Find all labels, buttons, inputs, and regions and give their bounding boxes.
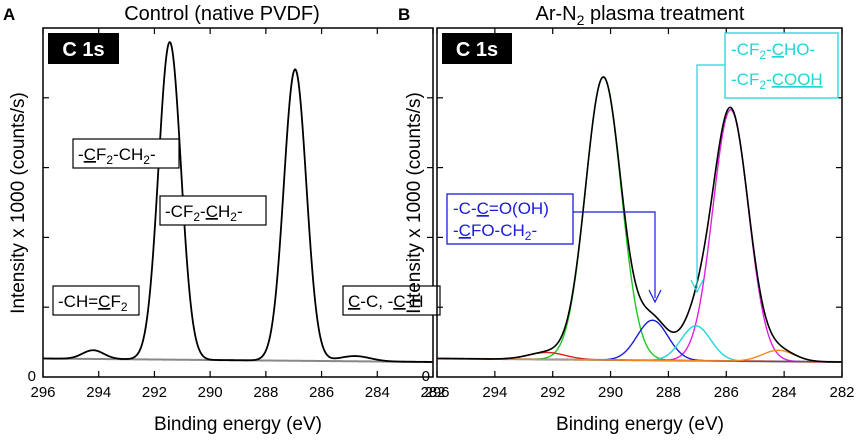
panel-a-x-tick-label: 284 [365, 384, 390, 401]
panel-a-annotation-c-c: C-C, -C-H [342, 285, 441, 316]
panel-b-curves [436, 76, 843, 363]
svg-text:-CF2-COOH: -CF2-COOH [731, 70, 823, 92]
panel-a-annotation-ch-cf2: -CH=CF2 [52, 285, 140, 316]
panel-b-x-tick-label: 290 [598, 384, 623, 401]
panel-a-plot-frame [42, 27, 434, 378]
panel-a-annotation-cf2-ch2-b: -CF2-CH2- [159, 195, 267, 226]
panel-b-x-tick-label: 292 [540, 384, 565, 401]
panel-a-x-tick-label: 282 [420, 384, 445, 401]
panel-a-x-tick-label: 294 [86, 384, 111, 401]
panel-a-measured-line [42, 40, 433, 363]
panel-b-x-tick-label: 286 [714, 384, 739, 401]
panel-a-x-label: Binding energy (eV) [154, 414, 322, 435]
panel-b-x-tick-label: 282 [829, 384, 854, 401]
panel-b-component-5 [436, 349, 843, 363]
panel-b-badge [442, 33, 512, 64]
panel-b-y-label: Intensity x 1000 (counts/s) [404, 92, 425, 314]
svg-text:-CF2-CH2-: -CF2-CH2- [165, 202, 243, 224]
panel-b-x-label: Binding energy (eV) [556, 414, 724, 435]
panel-b-x-tick-label: 284 [772, 384, 797, 401]
panel-b-title: Ar-N2 plasma treatment [536, 3, 745, 28]
panel-a-x-tick-label: 286 [309, 384, 334, 401]
svg-text:C-C, -C-H: C-C, -C-H [348, 292, 424, 311]
panel-a-title: Control (native PVDF) [124, 3, 320, 25]
panel-b-ticks: 296 294 292 290 288 286 284 282 [424, 28, 855, 401]
svg-text:-CF2-CHO-: -CF2-CHO- [731, 40, 815, 62]
panel-b-annotation-cyan: -CF2-CHO- -CF2-COOH [690, 32, 839, 294]
panel-b-letter: B [398, 5, 410, 24]
panel-b-annotation-blue: -C-C=O(OH) -CFO-CH2- [446, 193, 662, 304]
panel-b-y-zero: 0 [422, 368, 430, 385]
panel-a-curves [42, 40, 433, 363]
panel-a-letter: A [3, 5, 15, 24]
panel-b-plot-frame [436, 27, 843, 378]
panel-a: A Control (native PVDF) 296 294 292 290 288 2… [3, 3, 446, 435]
panel-b-envelope-line [436, 76, 843, 363]
panel-a-x-tick-label: 290 [198, 384, 223, 401]
svg-text:-CFO-CH2-: -CFO-CH2- [453, 221, 537, 243]
panel-a-badge [48, 33, 119, 64]
panel-a-y-zero: 0 [28, 368, 36, 385]
svg-text:-CH=CF2: -CH=CF2 [58, 292, 128, 314]
panel-a-badge-text: C 1s [62, 39, 104, 61]
panel-b-x-tick-label: 296 [424, 384, 449, 401]
svg-text:-CF2-CH2-: -CF2-CH2- [78, 145, 156, 167]
panel-b: B Ar-N2 plasma treatment 296 294 292 290 288… [398, 3, 855, 435]
panel-a-ticks: 296 294 292 290 288 286 284 282 [30, 28, 446, 401]
panel-a-annotation-cf2-ch2: -CF2-CH2- [72, 138, 180, 169]
panel-a-x-tick-label: 288 [253, 384, 278, 401]
panel-a-x-tick-label: 296 [30, 384, 55, 401]
panel-a-y-label: Intensity x 1000 (counts/s) [8, 92, 29, 314]
panel-a-x-tick-label: 292 [142, 384, 167, 401]
svg-text:-C-C=O(OH): -C-C=O(OH) [453, 199, 549, 218]
panel-b-x-tick-label: 294 [482, 384, 507, 401]
panel-b-x-tick-label: 288 [656, 384, 681, 401]
panel-b-badge-text: C 1s [456, 39, 498, 61]
